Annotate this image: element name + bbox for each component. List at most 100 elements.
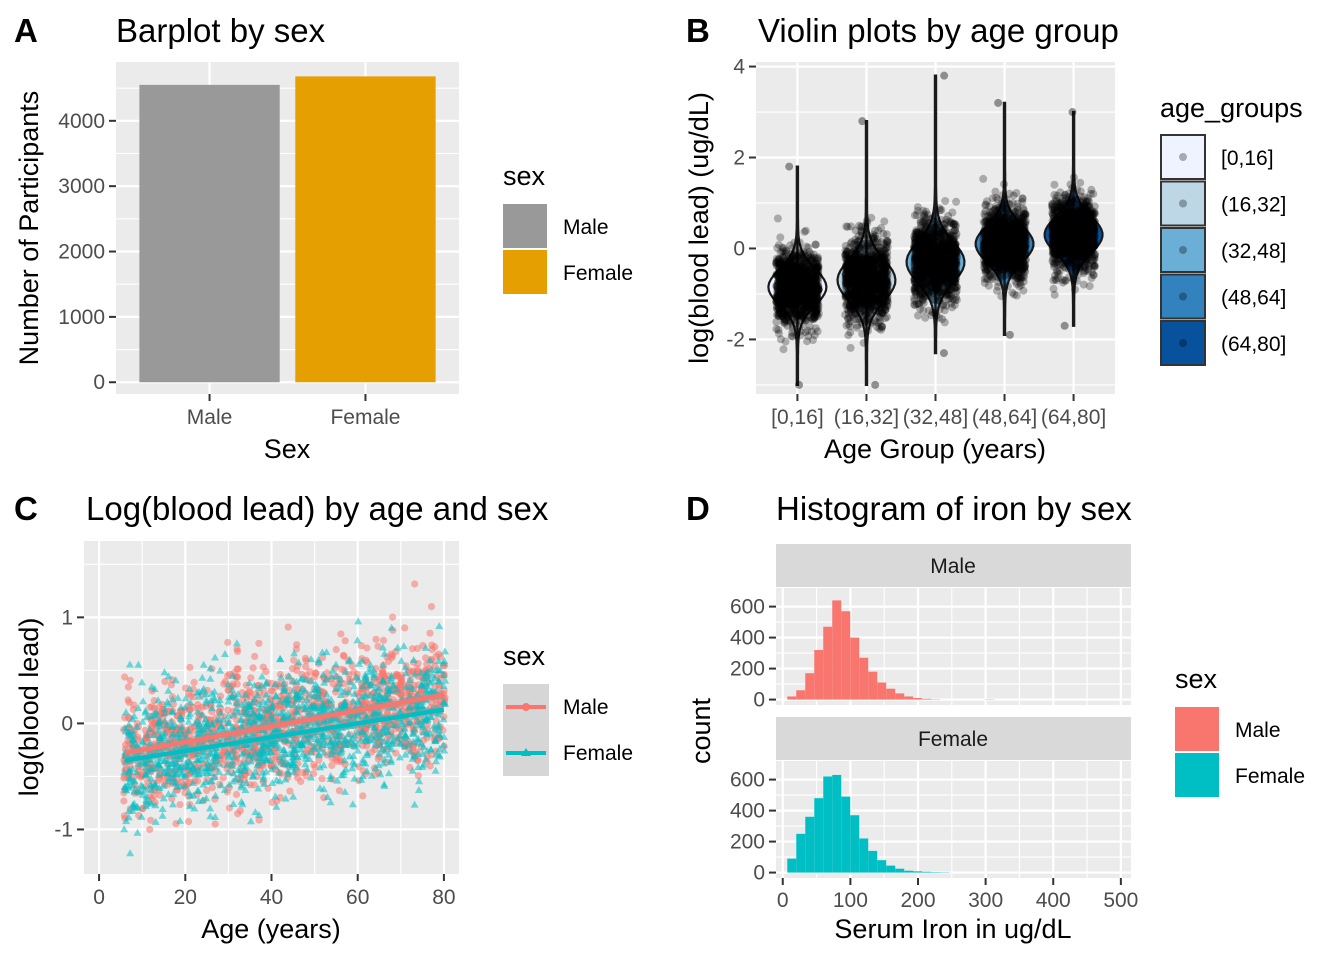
panel-b-point <box>924 248 933 257</box>
panel-b-point <box>846 305 855 314</box>
panel-b-point <box>775 259 784 268</box>
panel-b-point <box>780 282 789 291</box>
panel-b-point <box>806 281 815 290</box>
panel-b-point <box>789 305 798 314</box>
panel-b-point <box>790 238 799 247</box>
panel-b-point <box>814 274 823 283</box>
panel-b-point <box>808 294 817 303</box>
panel-b-point <box>781 337 790 346</box>
panel-a-bar-female <box>295 76 436 383</box>
panel-b-point <box>780 288 789 297</box>
panel-b-point <box>803 251 812 260</box>
panel-b-point <box>917 230 926 239</box>
panel-a-y-tick-label: 2000 <box>58 241 105 264</box>
panel-b-point <box>792 294 801 303</box>
panel-b-point <box>785 258 793 267</box>
panel-b-point <box>873 238 882 247</box>
panel-b-point <box>788 306 797 315</box>
panel-b-point <box>787 291 796 300</box>
panel-b-point <box>1002 195 1011 204</box>
panel-b-point <box>773 293 782 302</box>
panel-b-point <box>814 305 823 314</box>
panel-b-point <box>980 278 989 287</box>
panel-b-point <box>791 281 800 290</box>
panel-b-point <box>800 227 809 236</box>
panel-b-point <box>775 309 784 318</box>
panel-b-point <box>804 310 813 319</box>
panel-b-point <box>781 270 790 279</box>
panel-b-point <box>809 286 818 295</box>
panel-b-point <box>780 309 789 318</box>
panel-b-point <box>942 301 951 310</box>
panel-b-point <box>780 293 789 302</box>
panel-b-point <box>780 279 789 288</box>
panel-b-point <box>775 293 784 301</box>
panel-b-point <box>774 310 783 319</box>
panel-b-point <box>785 292 794 301</box>
panel-a-legend: sex Male Female <box>503 161 633 294</box>
panel-b-point-extreme <box>871 380 880 389</box>
panel-b-point <box>790 251 799 260</box>
panel-a-legend-label-female: Female <box>563 262 633 285</box>
panel-b-point <box>780 319 789 328</box>
panel-b-point <box>806 302 815 311</box>
panel-b-point <box>788 273 797 282</box>
panel-b-point <box>803 337 811 346</box>
panel-b-point <box>782 250 790 259</box>
panel-b-point <box>776 274 785 283</box>
panel-b-point <box>788 278 797 287</box>
panel-b-point <box>867 213 876 222</box>
panel-a-title: Barplot by sex <box>116 12 326 49</box>
panel-b-point <box>793 300 802 309</box>
panel-b-point <box>782 285 791 294</box>
panel-b-point <box>801 268 809 277</box>
panel-b-point <box>774 292 783 301</box>
panel-b-point <box>804 289 813 298</box>
panel-b-point <box>947 274 956 283</box>
panel-b-point <box>791 271 800 279</box>
panel-b-point <box>810 303 819 312</box>
panel-b-point <box>806 292 815 301</box>
panel-b-point <box>780 276 789 285</box>
panel-b-point <box>870 269 879 278</box>
panel-b-point <box>805 294 814 303</box>
panel-b-point <box>773 271 782 280</box>
panel-b-point <box>782 270 791 279</box>
panel-a-bar-male <box>139 84 280 383</box>
panel-b-point <box>784 313 792 321</box>
panel-b-point <box>791 294 800 303</box>
panel-b-point <box>807 327 816 336</box>
panel-b-point <box>808 297 817 306</box>
panel-b-point <box>810 282 819 291</box>
panel-b-point <box>787 291 796 300</box>
panel-b-point <box>782 310 791 319</box>
panel-b-point <box>785 273 794 282</box>
panel-b-point <box>782 300 790 309</box>
panel-b-point <box>812 276 821 285</box>
panel-b-point <box>781 260 789 269</box>
panel-b-point <box>811 276 820 285</box>
panel-b-point <box>913 206 922 215</box>
panel-b-point <box>806 299 815 307</box>
panel-b-point <box>789 285 798 294</box>
panel-b-point <box>775 305 784 314</box>
panel-b-point <box>788 279 797 288</box>
panel-b-point <box>950 301 959 309</box>
panel-b-point <box>1003 282 1012 291</box>
panel-b-point <box>792 310 801 319</box>
panel-b-point <box>810 313 819 321</box>
panel-b-point <box>787 266 796 275</box>
panel-b-point <box>808 263 817 272</box>
panel-b-point <box>802 286 811 295</box>
panel-b-point <box>788 294 797 303</box>
panel-b-point <box>786 298 795 307</box>
panel-b-point <box>807 307 816 316</box>
panel-b-point <box>810 314 819 323</box>
panel-b-point <box>784 299 793 308</box>
panel-b-point <box>805 280 814 289</box>
panel-b-point <box>782 287 791 295</box>
panel-b-point <box>811 240 820 249</box>
panel-b-point <box>798 287 807 296</box>
panel-b-point <box>787 317 796 326</box>
panel-b-point <box>796 297 805 306</box>
